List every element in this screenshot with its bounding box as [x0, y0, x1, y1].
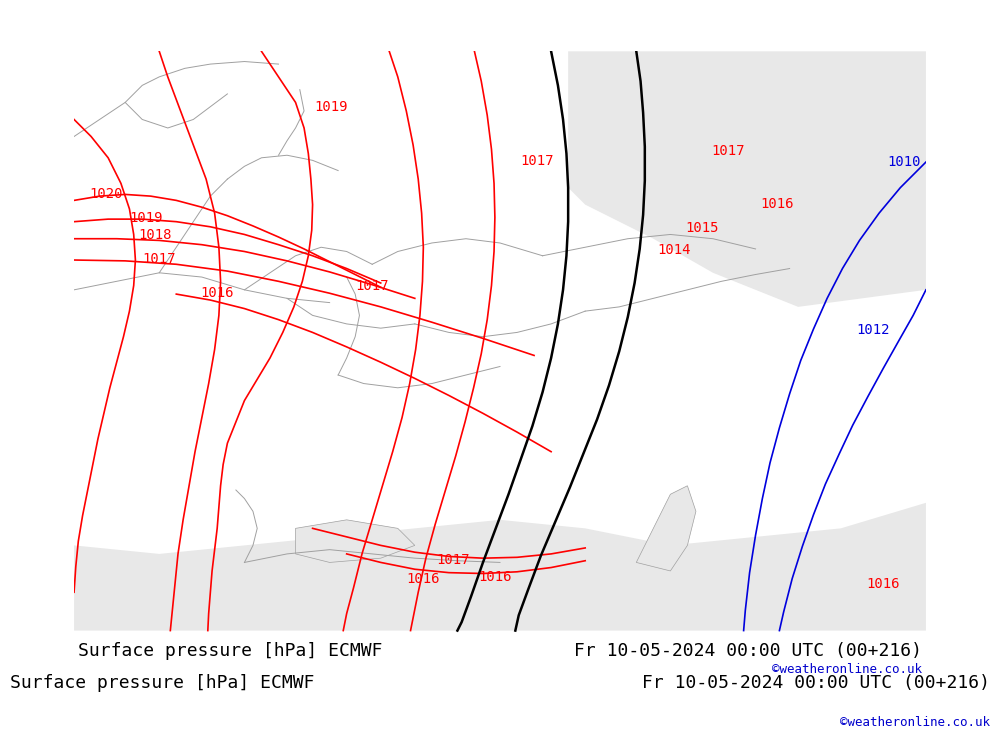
Polygon shape — [636, 486, 696, 571]
Text: Surface pressure [hPa] ECMWF: Surface pressure [hPa] ECMWF — [10, 674, 314, 692]
Text: 1017: 1017 — [711, 144, 745, 158]
Text: ©weatheronline.co.uk: ©weatheronline.co.uk — [840, 716, 990, 729]
Text: 1017: 1017 — [436, 553, 470, 567]
Text: 1016: 1016 — [866, 577, 900, 591]
Text: 1019: 1019 — [314, 100, 348, 114]
Text: 1017: 1017 — [142, 251, 176, 265]
Polygon shape — [74, 503, 926, 630]
Polygon shape — [296, 520, 415, 562]
Text: 1017: 1017 — [520, 154, 554, 168]
Text: Fr 10-05-2024 00:00 UTC (00+216): Fr 10-05-2024 00:00 UTC (00+216) — [574, 642, 922, 660]
Text: 1014: 1014 — [658, 243, 691, 257]
Text: 1015: 1015 — [686, 221, 719, 235]
Text: 1012: 1012 — [856, 323, 890, 337]
Text: 1010: 1010 — [888, 155, 921, 169]
Text: 1016: 1016 — [200, 286, 234, 300]
Text: 1017: 1017 — [355, 279, 389, 292]
Text: ©weatheronline.co.uk: ©weatheronline.co.uk — [772, 663, 922, 676]
Text: 1019: 1019 — [129, 210, 163, 225]
Text: 1020: 1020 — [89, 187, 123, 201]
Text: Fr 10-05-2024 00:00 UTC (00+216): Fr 10-05-2024 00:00 UTC (00+216) — [642, 674, 990, 692]
Text: 1016: 1016 — [406, 572, 440, 586]
Text: 1018: 1018 — [138, 228, 171, 242]
Polygon shape — [568, 51, 926, 307]
Text: 1016: 1016 — [479, 570, 512, 584]
Text: 1016: 1016 — [760, 197, 793, 211]
Text: Surface pressure [hPa] ECMWF: Surface pressure [hPa] ECMWF — [78, 642, 383, 660]
